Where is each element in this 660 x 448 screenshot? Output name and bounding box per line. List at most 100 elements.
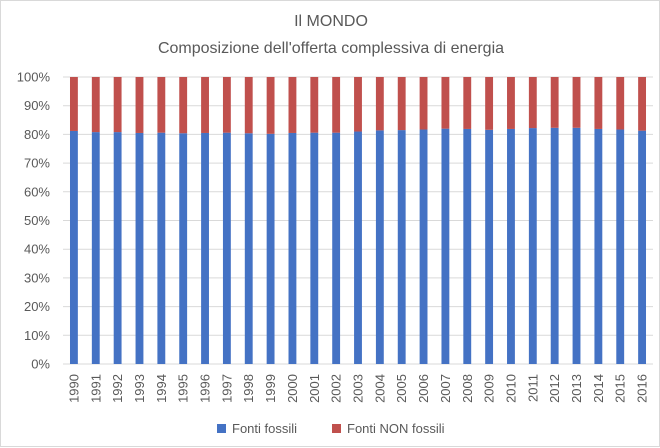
bar-fonti-fossili-1996 xyxy=(201,132,209,364)
bar-fonti-fossili-2011 xyxy=(528,128,537,364)
y-axis-ticks: 0% 10% 20% 30% 40% 50% 60% 70% 80% 90% 100% xyxy=(17,70,51,372)
bar-fonti-fossili-2013 xyxy=(572,127,581,364)
bar-fonti-fossili-2008 xyxy=(463,128,472,364)
bar-fonti-fossili-1997 xyxy=(222,132,231,364)
bar-fonti-fossili-1990 xyxy=(69,130,78,364)
y-tick-label: 100% xyxy=(17,70,51,85)
bar-fonti-non-fossili-1990 xyxy=(69,77,78,131)
bar-fonti-non-fossili-2008 xyxy=(463,77,472,129)
bar-fonti-non-fossili-1992 xyxy=(113,77,122,133)
x-tick-label: 2002 xyxy=(329,374,344,403)
bar-fonti-non-fossili-1993 xyxy=(135,77,144,133)
bar-fonti-fossili-2014 xyxy=(594,128,603,364)
x-tick-label: 2009 xyxy=(482,374,497,403)
bar-fonti-fossili-2002 xyxy=(332,132,341,364)
y-tick-label: 70% xyxy=(24,156,50,171)
y-tick-label: 40% xyxy=(24,242,50,257)
y-tick-label: 30% xyxy=(24,270,50,285)
bar-fonti-fossili-2012 xyxy=(550,127,559,364)
x-tick-label: 1999 xyxy=(263,374,278,403)
chart-title: Il MONDO xyxy=(294,13,368,30)
x-tick-label: 1991 xyxy=(88,374,103,403)
bar-fonti-fossili-1999 xyxy=(266,133,275,364)
x-tick-label: 1990 xyxy=(66,374,81,403)
bar-fonti-fossili-2016 xyxy=(638,130,647,364)
x-tick-label: 1994 xyxy=(154,374,169,403)
y-tick-label: 50% xyxy=(24,213,50,228)
x-tick-label: 2013 xyxy=(569,374,584,403)
y-tick-label: 90% xyxy=(24,98,50,113)
bar-fonti-fossili-1995 xyxy=(179,133,188,364)
bar-fonti-non-fossili-2007 xyxy=(441,77,450,129)
x-tick-label: 1995 xyxy=(176,374,191,403)
bar-fonti-non-fossili-2012 xyxy=(550,77,559,128)
bar-fonti-non-fossili-2009 xyxy=(485,77,494,130)
bar-fonti-fossili-2007 xyxy=(441,128,450,364)
bar-fonti-fossili-1998 xyxy=(244,133,253,364)
bar-fonti-non-fossili-2010 xyxy=(507,77,515,129)
bar-fonti-non-fossili-1998 xyxy=(244,77,253,134)
bar-fonti-non-fossili-1996 xyxy=(201,77,209,133)
bar-fonti-non-fossili-2004 xyxy=(375,77,384,131)
x-tick-label: 1992 xyxy=(110,374,125,403)
bar-fonti-fossili-2005 xyxy=(397,130,406,364)
bar-fonti-non-fossili-1997 xyxy=(222,77,231,133)
x-tick-label: 2006 xyxy=(416,374,431,403)
bar-fonti-fossili-1992 xyxy=(113,132,122,364)
x-tick-label: 2011 xyxy=(525,374,540,402)
bar-fonti-non-fossili-1995 xyxy=(179,77,188,134)
x-tick-label: 2003 xyxy=(351,374,366,403)
legend: Fonti fossili Fonti NON fossili xyxy=(217,421,445,436)
bar-fonti-non-fossili-2003 xyxy=(354,77,362,132)
x-tick-label: 2000 xyxy=(285,374,300,403)
y-tick-label: 10% xyxy=(24,328,50,343)
legend-label-fonti-non-fossili: Fonti NON fossili xyxy=(347,421,445,436)
bar-fonti-fossili-2009 xyxy=(485,129,494,364)
x-tick-label: 2004 xyxy=(372,374,387,403)
chart-subtitle: Composizione dell'offerta complessiva di… xyxy=(158,40,504,57)
bar-fonti-non-fossili-2016 xyxy=(638,77,647,131)
x-tick-label: 2014 xyxy=(591,374,606,403)
bar-fonti-non-fossili-1994 xyxy=(157,77,166,133)
bar-fonti-non-fossili-2005 xyxy=(397,77,406,131)
bar-fonti-fossili-1994 xyxy=(157,132,166,364)
x-tick-label: 2008 xyxy=(460,374,475,403)
x-tick-label: 2007 xyxy=(438,374,453,403)
x-tick-label: 1993 xyxy=(132,374,147,403)
bar-fonti-fossili-2000 xyxy=(288,132,297,364)
bar-fonti-non-fossili-1991 xyxy=(91,77,100,133)
bar-fonti-non-fossili-2014 xyxy=(594,77,603,129)
legend-swatch-fonti-fossili xyxy=(217,424,226,433)
bar-fonti-non-fossili-2000 xyxy=(288,77,297,133)
y-tick-label: 0% xyxy=(31,357,50,372)
bars xyxy=(69,77,647,364)
bar-fonti-fossili-1991 xyxy=(91,132,100,364)
bar-fonti-non-fossili-2013 xyxy=(572,77,581,128)
x-tick-label: 2005 xyxy=(394,374,409,403)
bar-fonti-fossili-2001 xyxy=(310,132,319,364)
bar-fonti-non-fossili-2011 xyxy=(528,77,537,129)
bar-fonti-non-fossili-2002 xyxy=(332,77,341,133)
x-tick-label: 2012 xyxy=(547,374,562,403)
x-tick-label: 2015 xyxy=(613,374,628,403)
bar-fonti-fossili-2015 xyxy=(616,129,625,364)
y-tick-label: 60% xyxy=(24,184,50,199)
bar-fonti-fossili-2003 xyxy=(354,131,362,364)
x-tick-label: 1998 xyxy=(241,374,256,403)
legend-swatch-fonti-non-fossili xyxy=(332,424,341,433)
x-tick-label: 2010 xyxy=(503,374,518,403)
bar-fonti-fossili-1993 xyxy=(135,132,144,364)
bar-fonti-non-fossili-1999 xyxy=(266,77,275,134)
bar-fonti-fossili-2010 xyxy=(507,128,515,364)
bar-fonti-fossili-2006 xyxy=(419,129,428,364)
bar-fonti-non-fossili-2001 xyxy=(310,77,319,133)
x-axis-ticks: 1990 1991 1992 1993 1994 1995 1996 1997 1998 1999… xyxy=(66,374,649,403)
y-tick-label: 20% xyxy=(24,299,50,314)
bar-fonti-non-fossili-2015 xyxy=(616,77,625,130)
x-tick-label: 1996 xyxy=(198,374,213,403)
bar-fonti-non-fossili-2006 xyxy=(419,77,428,130)
x-tick-label: 2001 xyxy=(307,374,322,403)
legend-label-fonti-fossili: Fonti fossili xyxy=(232,421,297,436)
